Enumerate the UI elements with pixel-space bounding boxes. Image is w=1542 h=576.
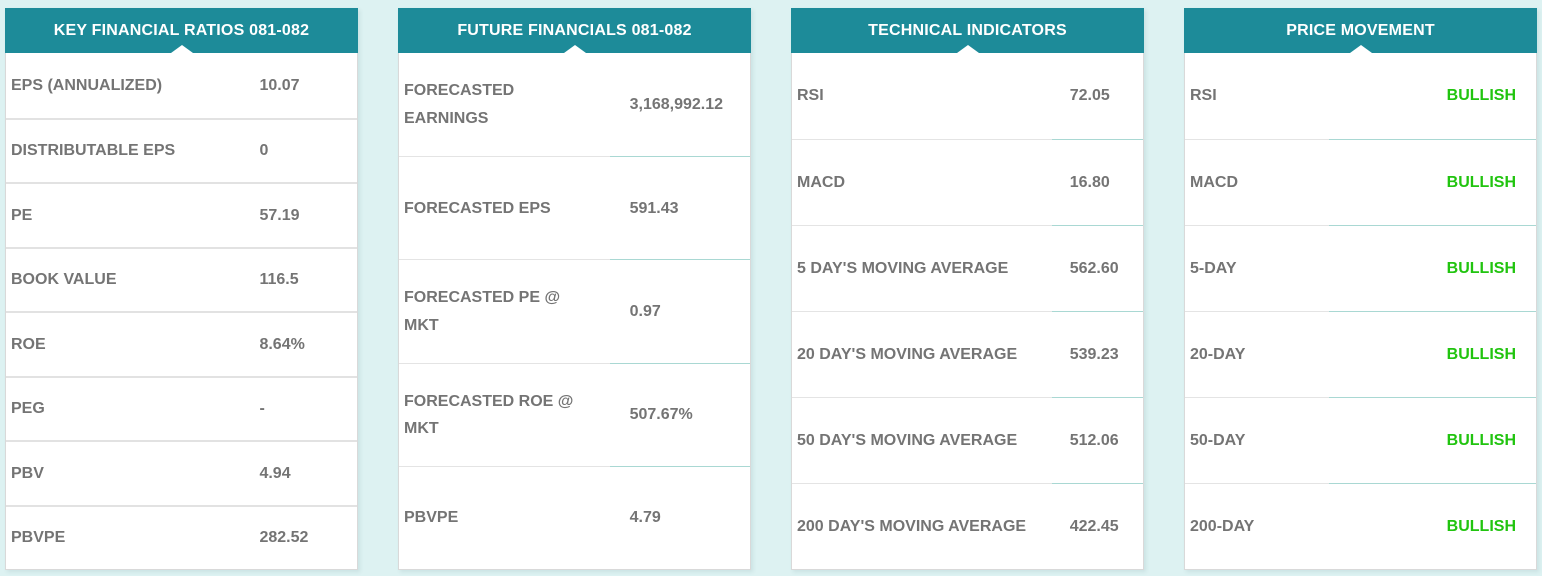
table-row: MACD BULLISH	[1185, 139, 1536, 225]
row-value: 57.19	[253, 182, 357, 247]
row-label: 5 DAY'S MOVING AVERAGE	[792, 225, 1052, 311]
panel-key-financial-ratios: KEY FINANCIAL RATIOS 081-082 EPS (ANNUAL…	[5, 8, 358, 570]
panel-title: TECHNICAL INDICATORS	[868, 21, 1067, 39]
status-bullish: BULLISH	[1328, 311, 1536, 397]
caret-up-icon	[1349, 45, 1372, 53]
table-row: 50-DAY BULLISH	[1185, 397, 1536, 483]
row-label: 20-DAY	[1185, 311, 1329, 397]
table-row: FORECASTED EPS 591.43	[399, 156, 750, 259]
table-row: RSI BULLISH	[1185, 53, 1536, 139]
panel-title: FUTURE FINANCIALS 081-082	[457, 21, 692, 39]
row-label: PBVPE	[399, 465, 610, 569]
status-bullish: BULLISH	[1328, 483, 1536, 569]
panel-header-technical-indicators[interactable]: TECHNICAL INDICATORS	[791, 8, 1144, 53]
table-row: PBVPE 282.52	[6, 504, 357, 570]
row-value: 539.23	[1051, 311, 1143, 397]
table-row: 5 DAY'S MOVING AVERAGE 562.60	[792, 225, 1143, 311]
table-row: 200 DAY'S MOVING AVERAGE 422.45	[792, 483, 1143, 569]
table-row: ROE 8.64%	[6, 311, 357, 376]
row-value: 0.97	[609, 259, 750, 362]
status-bullish: BULLISH	[1446, 87, 1516, 105]
row-value: 512.06	[1051, 397, 1143, 483]
row-value: -	[253, 375, 357, 441]
panel-title: KEY FINANCIAL RATIOS 081-082	[53, 21, 310, 39]
row-value: 3,168,992.12	[629, 96, 724, 113]
table-row: RSI 72.05	[792, 53, 1143, 139]
row-label: 50-DAY	[1185, 397, 1329, 483]
row-label: RSI	[797, 87, 824, 105]
row-label: MACD	[1185, 139, 1329, 225]
panel-future-financials: FUTURE FINANCIALS 081-082 FORECASTED EAR…	[398, 8, 751, 570]
table-row: 50 DAY'S MOVING AVERAGE 512.06	[792, 397, 1143, 483]
row-label: EPS (ANNUALIZED)	[11, 76, 163, 94]
table-row: 5-DAY BULLISH	[1185, 225, 1536, 311]
row-label: 200-DAY	[1185, 483, 1329, 569]
caret-up-icon	[170, 45, 193, 53]
row-label: PBVPE	[6, 504, 254, 570]
table-row: PBV 4.94	[6, 440, 357, 505]
row-label: FORECASTED EARNINGS	[404, 82, 515, 127]
row-label: 50 DAY'S MOVING AVERAGE	[792, 397, 1052, 483]
row-value: 422.45	[1051, 483, 1143, 569]
table-row: DISTRIBUTABLE EPS 0	[6, 117, 357, 183]
row-label: PE	[6, 182, 254, 247]
row-value: 562.60	[1051, 225, 1143, 311]
table-row: 20 DAY'S MOVING AVERAGE 539.23	[792, 311, 1143, 397]
row-label: PEG	[6, 375, 254, 441]
row-value: 116.5	[253, 246, 357, 312]
status-bullish: BULLISH	[1328, 397, 1536, 483]
row-label: MACD	[792, 139, 1052, 225]
table-row: EPS (ANNUALIZED) 10.07	[6, 53, 357, 118]
caret-up-icon	[956, 45, 979, 53]
table-row: PE 57.19	[6, 182, 357, 247]
row-value: 10.07	[259, 76, 300, 94]
row-label: FORECASTED PE @ MKT	[399, 259, 610, 362]
row-value: 16.80	[1051, 139, 1143, 225]
row-label: 5-DAY	[1185, 225, 1329, 311]
row-label: DISTRIBUTABLE EPS	[6, 117, 254, 183]
panel-body-price-movement: RSI BULLISH MACD BULLISH 5-DAY BULLISH 2…	[1184, 53, 1537, 570]
panel-body-key-financial-ratios: EPS (ANNUALIZED) 10.07 DISTRIBUTABLE EPS…	[5, 53, 358, 570]
status-bullish: BULLISH	[1328, 225, 1536, 311]
row-value: 591.43	[609, 156, 750, 259]
row-value: 4.94	[253, 440, 357, 505]
table-row: 200-DAY BULLISH	[1185, 483, 1536, 569]
table-row: MACD 16.80	[792, 139, 1143, 225]
table-row: FORECASTED ROE @ MKT 507.67%	[399, 362, 750, 466]
table-row: 20-DAY BULLISH	[1185, 311, 1536, 397]
row-value: 0	[253, 117, 357, 183]
row-value: 507.67%	[609, 362, 750, 466]
row-label: RSI	[1190, 87, 1217, 105]
panel-body-technical-indicators: RSI 72.05 MACD 16.80 5 DAY'S MOVING AVER…	[791, 53, 1144, 570]
panel-price-movement: PRICE MOVEMENT RSI BULLISH MACD BULLISH …	[1184, 8, 1537, 570]
table-row: PBVPE 4.79	[399, 465, 750, 569]
panel-technical-indicators: TECHNICAL INDICATORS RSI 72.05 MACD 16.8…	[791, 8, 1144, 570]
row-value: 8.64%	[253, 311, 357, 376]
row-label: FORECASTED EPS	[399, 156, 610, 259]
row-label: PBV	[6, 440, 254, 505]
table-row: BOOK VALUE 116.5	[6, 246, 357, 312]
panel-header-future-financials[interactable]: FUTURE FINANCIALS 081-082	[398, 8, 751, 53]
table-row: PEG -	[6, 375, 357, 441]
table-row: FORECASTED EARNINGS 3,168,992.12	[399, 53, 750, 156]
caret-up-icon	[563, 45, 586, 53]
row-label: BOOK VALUE	[6, 246, 254, 312]
row-label: 20 DAY'S MOVING AVERAGE	[792, 311, 1052, 397]
panel-header-price-movement[interactable]: PRICE MOVEMENT	[1184, 8, 1537, 53]
row-value: 4.79	[609, 465, 750, 569]
panel-header-key-financial-ratios[interactable]: KEY FINANCIAL RATIOS 081-082	[5, 8, 358, 53]
panel-body-future-financials: FORECASTED EARNINGS 3,168,992.12 FORECAS…	[398, 53, 751, 570]
row-label: FORECASTED ROE @ MKT	[399, 362, 610, 466]
table-row: FORECASTED PE @ MKT 0.97	[399, 259, 750, 362]
row-label: ROE	[6, 311, 254, 376]
row-value: 72.05	[1069, 87, 1110, 105]
panel-title: PRICE MOVEMENT	[1286, 21, 1435, 39]
row-value: 282.52	[253, 504, 357, 570]
row-label: 200 DAY'S MOVING AVERAGE	[792, 483, 1052, 569]
status-bullish: BULLISH	[1328, 139, 1536, 225]
